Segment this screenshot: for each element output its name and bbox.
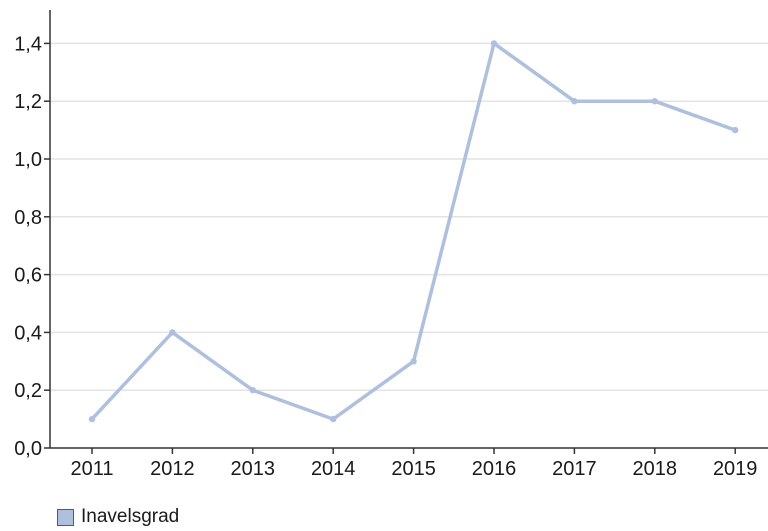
legend-swatch (57, 508, 74, 526)
axes (49, 10, 768, 449)
data-point (571, 98, 578, 105)
x-tick-label: 2013 (231, 458, 276, 480)
legend: Inavelsgrad (57, 506, 179, 528)
x-tick-label: 2012 (150, 458, 195, 480)
data-point (249, 387, 256, 394)
x-tick-label: 2018 (633, 458, 678, 480)
data-point (88, 415, 96, 423)
x-tick-label: 2017 (552, 458, 597, 480)
x-tick-label: 2015 (391, 458, 436, 480)
y-axis-ticks: 0,0 0,2 0,4 0,6 0,8 1,0 1,2 1,4 (14, 33, 50, 460)
y-tick-label: 1,0 (14, 149, 42, 171)
data-point (330, 415, 337, 423)
series-layer (88, 40, 739, 423)
y-tick-label: 1,2 (14, 91, 42, 113)
x-axis-ticks: 2011 2012 2013 2014 2015 2016 2017 2018 2019 (70, 448, 757, 480)
x-tick-label: 2019 (713, 458, 758, 480)
x-tick-label: 2014 (311, 458, 356, 480)
x-tick-label: 2011 (70, 458, 113, 480)
y-tick-label: 0,0 (14, 438, 42, 460)
y-tick-label: 0,6 (14, 265, 42, 287)
x-tick-label: 2016 (472, 458, 517, 480)
legend-label: Inavelsgrad (81, 506, 180, 527)
y-tick-label: 0,2 (14, 380, 42, 402)
data-point (732, 126, 739, 134)
data-point (651, 98, 658, 105)
y-tick-label: 0,8 (14, 207, 42, 229)
data-point (490, 40, 498, 47)
y-tick-label: 0,4 (14, 322, 42, 344)
gridlines (50, 42, 768, 391)
data-point (169, 329, 176, 336)
y-tick-label: 1,4 (14, 33, 42, 55)
data-point (410, 358, 417, 365)
